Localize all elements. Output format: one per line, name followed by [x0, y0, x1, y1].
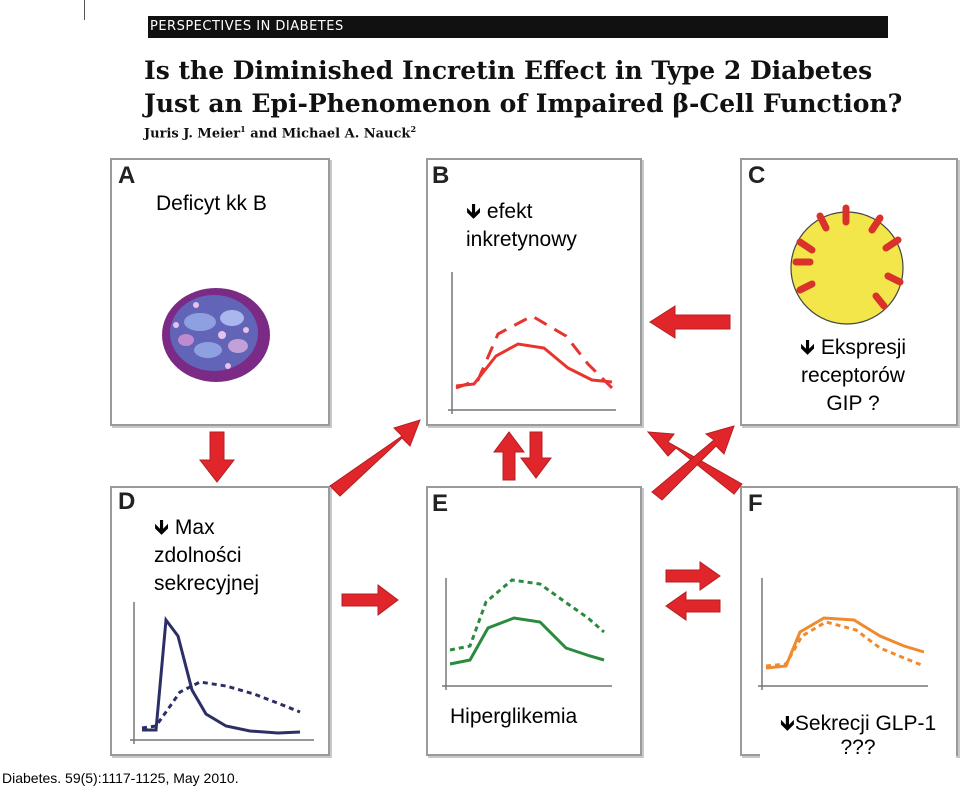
- article-title: Is the Diminished Incretin Effect in Typ…: [144, 56, 903, 118]
- down-arrow-icon: 🡻: [154, 516, 170, 539]
- panel-b-label: B: [432, 162, 450, 189]
- panel-b-solid-curve: [455, 342, 613, 388]
- flow-arrows: [198, 305, 743, 621]
- arrow-b-to-e: [520, 431, 552, 479]
- note-panel-b: 🡻 efekt inkretynowy: [466, 200, 577, 251]
- panel-f-dashed-curve: [765, 620, 925, 668]
- arrow-e-to-f: [665, 561, 721, 591]
- arrow-f-to-e: [665, 591, 721, 621]
- note-panel-f: 🡻Sekrecji GLP-1 ???: [760, 712, 956, 760]
- panel-e-dashed-curve: [449, 578, 605, 652]
- note-panel-d: 🡻 Max zdolności sekrecyjnej: [114, 514, 314, 598]
- note-panel-a: Deficyt kk B: [156, 192, 267, 215]
- panel-e-label: E: [432, 490, 449, 517]
- section-header-band: PERSPECTIVES IN DIABETES: [148, 16, 888, 38]
- panel-a-label: A: [118, 162, 136, 189]
- down-arrow-icon: 🡻: [779, 712, 795, 735]
- arrow-c-to-b: [649, 305, 731, 339]
- panel-b-chart: [448, 272, 616, 414]
- arrow-e-to-b: [493, 431, 525, 481]
- panel-e-chart: [442, 578, 612, 690]
- citation: Diabetes. 59(5):1117-1125, May 2010.: [2, 770, 239, 786]
- arrow-e-to-c: [651, 425, 735, 501]
- beta-cell-receptor-icon: [790, 204, 904, 325]
- crop-mark: [84, 0, 85, 20]
- arrow-a-to-d: [198, 431, 236, 483]
- panel-d-dashed-curve: [141, 680, 301, 730]
- down-arrow-icon: 🡻: [799, 336, 816, 359]
- note-panel-c: 🡻 Ekspresji receptorów GIP ?: [799, 336, 907, 415]
- article-authors: Juris J. Meier1 and Michael A. Nauck2: [144, 124, 417, 142]
- down-arrow-icon: 🡻: [466, 200, 482, 223]
- panel-f-solid-curve: [765, 616, 925, 670]
- note-panel-e: Hiperglikemia: [450, 705, 578, 728]
- panel-c-label: C: [748, 162, 766, 189]
- panel-f-label: F: [748, 490, 763, 517]
- panel-d-chart: [130, 602, 314, 744]
- islet-cluster-icon: [162, 288, 270, 382]
- panel-d-solid-curve: [142, 615, 301, 735]
- panel-d-label: D: [118, 488, 136, 515]
- arrow-d-to-b: [329, 419, 421, 497]
- panel-f-chart: [758, 578, 928, 690]
- arrow-d-to-e: [341, 584, 399, 616]
- panel-e-solid-curve: [449, 616, 605, 666]
